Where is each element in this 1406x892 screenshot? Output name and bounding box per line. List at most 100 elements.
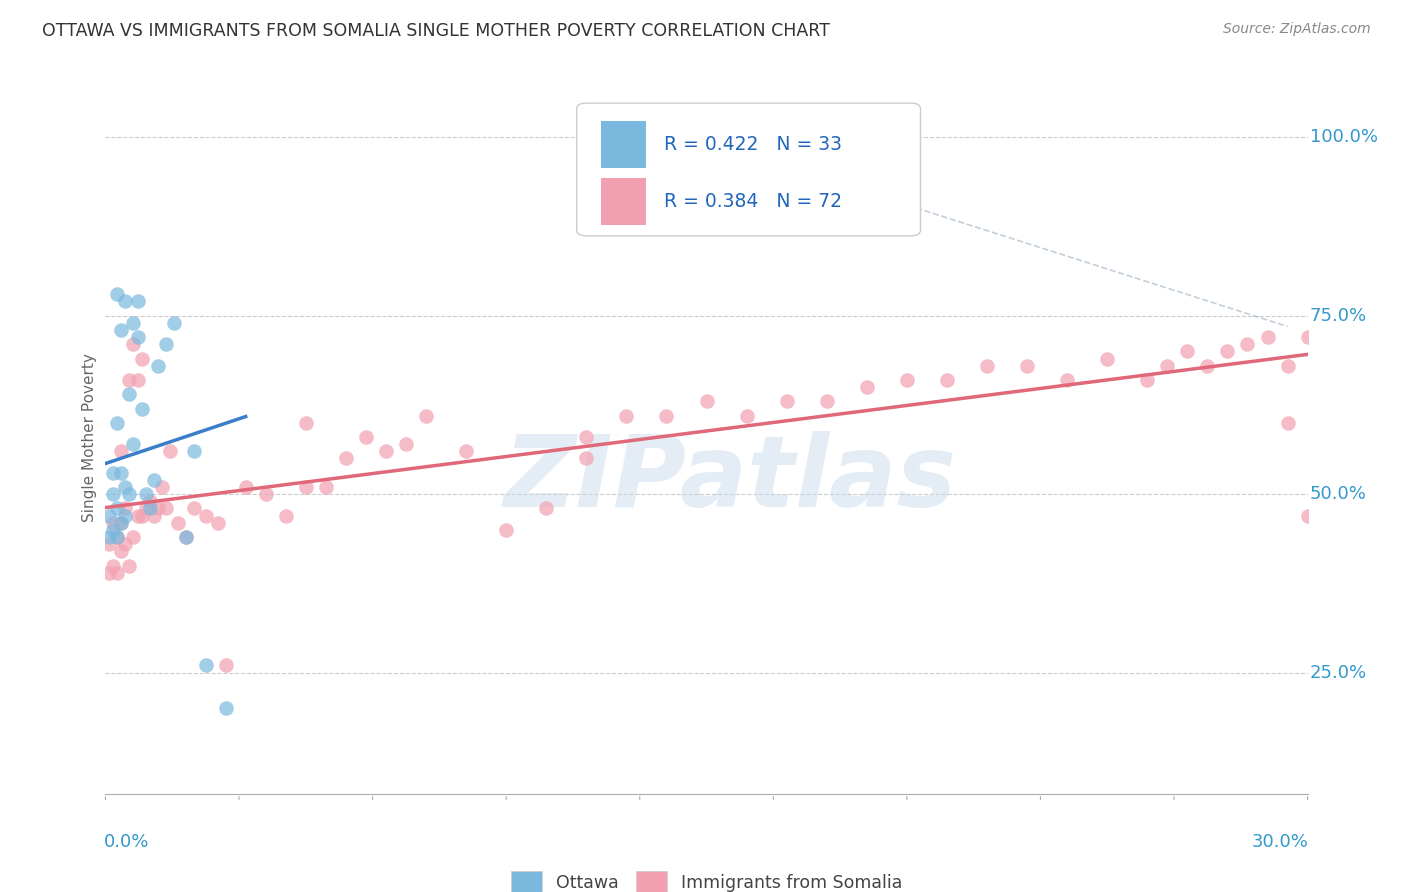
Point xyxy=(114,508,136,523)
Point xyxy=(936,373,959,387)
Point xyxy=(103,466,125,480)
Point xyxy=(118,373,141,387)
Text: R = 0.384   N = 72: R = 0.384 N = 72 xyxy=(665,192,842,211)
Point xyxy=(374,444,398,458)
Point xyxy=(110,466,132,480)
Point xyxy=(110,544,132,558)
Point xyxy=(735,409,758,423)
Point xyxy=(1296,330,1319,344)
Point xyxy=(655,409,678,423)
Point xyxy=(235,480,257,494)
Point xyxy=(118,558,141,573)
Point xyxy=(131,351,153,366)
Text: ZIPatlas: ZIPatlas xyxy=(503,432,957,528)
Point xyxy=(534,501,557,516)
Point xyxy=(138,494,160,508)
Point xyxy=(162,316,184,330)
Point xyxy=(110,323,132,337)
Point xyxy=(110,516,132,530)
Point xyxy=(142,508,165,523)
Point xyxy=(107,416,129,430)
Point xyxy=(295,480,318,494)
Point xyxy=(114,537,136,551)
FancyBboxPatch shape xyxy=(576,103,921,235)
Point xyxy=(335,451,357,466)
Point xyxy=(1056,373,1078,387)
Text: 25.0%: 25.0% xyxy=(1310,664,1367,681)
Point xyxy=(107,566,129,580)
Point xyxy=(131,508,153,523)
Point xyxy=(142,473,165,487)
Point xyxy=(1136,373,1159,387)
Point xyxy=(174,530,197,544)
Point xyxy=(174,530,197,544)
Text: Source: ZipAtlas.com: Source: ZipAtlas.com xyxy=(1223,22,1371,37)
Text: 50.0%: 50.0% xyxy=(1310,485,1367,503)
Point xyxy=(127,330,149,344)
Point xyxy=(315,480,337,494)
Point xyxy=(254,487,277,501)
Point xyxy=(1236,337,1258,351)
Point xyxy=(1097,351,1119,366)
Point xyxy=(146,359,169,373)
Point xyxy=(274,508,297,523)
Point xyxy=(114,294,136,309)
Point xyxy=(127,294,149,309)
Point xyxy=(135,487,157,501)
Point xyxy=(131,401,153,416)
Point xyxy=(1257,330,1279,344)
Point xyxy=(1277,416,1299,430)
Point xyxy=(855,380,877,394)
Point xyxy=(107,530,129,544)
Point xyxy=(98,508,121,523)
Point xyxy=(127,373,149,387)
Point xyxy=(1197,359,1219,373)
Point xyxy=(194,658,217,673)
Point xyxy=(122,316,145,330)
Point xyxy=(122,337,145,351)
Point xyxy=(1277,359,1299,373)
Point xyxy=(207,516,229,530)
Point xyxy=(103,516,125,530)
Point xyxy=(495,523,517,537)
Text: 0.0%: 0.0% xyxy=(104,833,149,851)
Point xyxy=(1017,359,1039,373)
Text: 30.0%: 30.0% xyxy=(1251,833,1309,851)
Point xyxy=(118,487,141,501)
Point xyxy=(214,701,236,715)
Point xyxy=(166,516,188,530)
Point xyxy=(415,409,437,423)
Y-axis label: Single Mother Poverty: Single Mother Poverty xyxy=(82,352,97,522)
Point xyxy=(575,451,598,466)
Legend: Ottawa, Immigrants from Somalia: Ottawa, Immigrants from Somalia xyxy=(503,864,910,892)
Bar xyxy=(600,121,647,168)
Point xyxy=(183,501,205,516)
Bar xyxy=(600,178,647,225)
Point xyxy=(155,501,177,516)
Point xyxy=(454,444,477,458)
Point xyxy=(118,387,141,401)
Point xyxy=(122,530,145,544)
Point xyxy=(796,166,818,180)
Point xyxy=(146,501,169,516)
Point xyxy=(98,530,121,544)
Point xyxy=(103,487,125,501)
Point xyxy=(114,501,136,516)
Point xyxy=(127,508,149,523)
Text: OTTAWA VS IMMIGRANTS FROM SOMALIA SINGLE MOTHER POVERTY CORRELATION CHART: OTTAWA VS IMMIGRANTS FROM SOMALIA SINGLE… xyxy=(42,22,830,40)
Point xyxy=(114,480,136,494)
Text: 75.0%: 75.0% xyxy=(1310,307,1367,325)
Point xyxy=(103,523,125,537)
Point xyxy=(815,394,838,409)
Point xyxy=(575,430,598,444)
Point xyxy=(1216,344,1239,359)
Point xyxy=(150,480,173,494)
Point xyxy=(107,287,129,301)
Point xyxy=(155,337,177,351)
Point xyxy=(194,508,217,523)
Point xyxy=(122,437,145,451)
Point xyxy=(1156,359,1178,373)
Point xyxy=(1296,508,1319,523)
Point xyxy=(696,394,718,409)
Point xyxy=(110,444,132,458)
